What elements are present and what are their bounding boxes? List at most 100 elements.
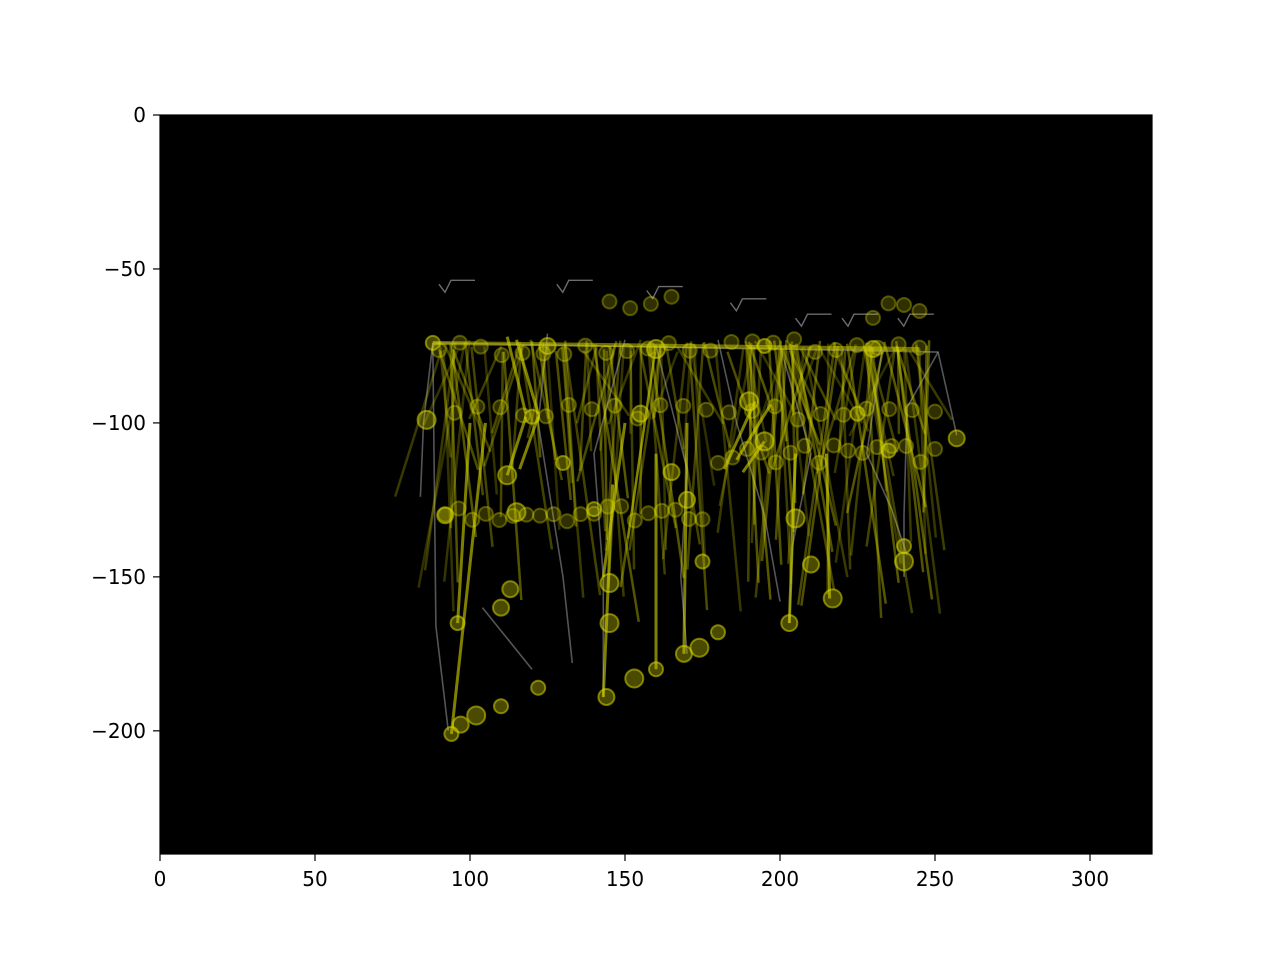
joint-point <box>786 331 803 348</box>
joint-point <box>626 512 643 529</box>
joint-point <box>825 437 842 454</box>
joint-point <box>721 404 738 421</box>
joint-point <box>530 679 547 696</box>
axes-frame <box>159 114 1153 855</box>
joint-point <box>744 333 761 350</box>
joint-point <box>598 344 615 361</box>
limb-segment <box>781 349 821 446</box>
joint-point <box>694 511 711 528</box>
joint-point <box>599 613 620 634</box>
joint-point <box>466 705 487 726</box>
joint-point <box>739 391 759 412</box>
joint-point <box>681 342 698 359</box>
y-tick-label: −50 <box>104 257 146 281</box>
limb-segment <box>837 351 847 454</box>
limb-segment <box>722 400 757 470</box>
joint-point <box>849 405 866 422</box>
limb-segment <box>546 346 561 530</box>
joint-point <box>702 342 719 359</box>
joint-point <box>493 698 509 715</box>
joint-point <box>710 454 726 471</box>
joint-point <box>586 505 603 522</box>
limb-segment <box>867 342 900 583</box>
joint-point <box>559 513 576 530</box>
joint-point <box>514 344 531 361</box>
joint-point <box>506 502 527 523</box>
limb-segment <box>682 340 693 450</box>
joint-point <box>927 441 943 458</box>
joint-point <box>629 410 646 427</box>
joint-point <box>449 615 466 632</box>
joint-point <box>822 588 843 609</box>
limb-segment <box>760 347 784 562</box>
limb-segment <box>629 351 633 434</box>
joint-point <box>648 661 664 678</box>
limb-segment <box>849 346 874 556</box>
skeleton-frame <box>537 333 574 664</box>
limb-segment <box>560 347 585 598</box>
limb-segment <box>896 346 925 573</box>
joint-point <box>560 396 577 413</box>
limb-segment <box>515 339 540 415</box>
limb-segment <box>883 341 927 508</box>
limb-segment <box>788 343 810 420</box>
joint-point <box>437 506 454 523</box>
joint-point <box>601 293 618 310</box>
joint-point <box>652 397 669 414</box>
limb-segment <box>449 422 487 735</box>
joint-point <box>451 334 468 351</box>
limb-segment <box>541 342 550 419</box>
limb-segment <box>450 343 478 538</box>
limb-segment <box>702 341 732 448</box>
joint-point <box>890 336 907 353</box>
joint-point <box>491 511 508 528</box>
limb-segment <box>774 340 788 540</box>
joint-point <box>865 309 881 326</box>
limb-segment <box>529 339 564 481</box>
limb-segment <box>777 349 793 584</box>
limb-segment <box>502 351 523 601</box>
limb-segment <box>718 344 754 507</box>
skeleton-frame <box>419 342 434 497</box>
joint-point <box>583 401 600 418</box>
joint-point <box>782 444 799 461</box>
joint-point <box>678 490 696 509</box>
x-tick-label: 200 <box>761 867 799 891</box>
joint-point <box>663 288 680 305</box>
limb-segment <box>767 341 783 565</box>
joint-point <box>451 715 470 734</box>
joint-point <box>796 437 813 454</box>
joint-point <box>927 403 943 420</box>
joint-point <box>869 339 886 356</box>
limb-segment <box>744 340 768 443</box>
limb-segment <box>451 348 486 433</box>
limb-segment <box>786 350 811 537</box>
joint-point <box>848 337 865 354</box>
limb-segment <box>747 344 772 600</box>
joint-point <box>807 343 824 360</box>
limb-segment <box>449 350 456 529</box>
limb-segment <box>871 347 888 492</box>
limb-segment <box>526 342 551 439</box>
joint-point <box>416 409 437 430</box>
joint-point <box>424 334 441 351</box>
limb-segment <box>693 343 707 557</box>
joint-point <box>766 398 783 415</box>
limb-segment <box>688 347 709 611</box>
limb-segment <box>628 345 662 551</box>
y-tick-label: −150 <box>91 565 146 589</box>
limb-segment <box>468 345 503 420</box>
joint-point <box>869 439 886 456</box>
skeleton-frame <box>717 339 781 602</box>
joint-point <box>599 498 616 515</box>
limb-segment <box>903 349 913 542</box>
joint-point <box>472 338 489 355</box>
joint-markers <box>416 288 966 742</box>
joint-point <box>738 440 755 457</box>
joint-point <box>694 553 711 570</box>
limb-segment <box>819 349 864 424</box>
joint-point <box>812 406 829 423</box>
joint-point <box>436 506 455 525</box>
limb-segment <box>511 347 523 469</box>
joint-point <box>880 295 897 312</box>
